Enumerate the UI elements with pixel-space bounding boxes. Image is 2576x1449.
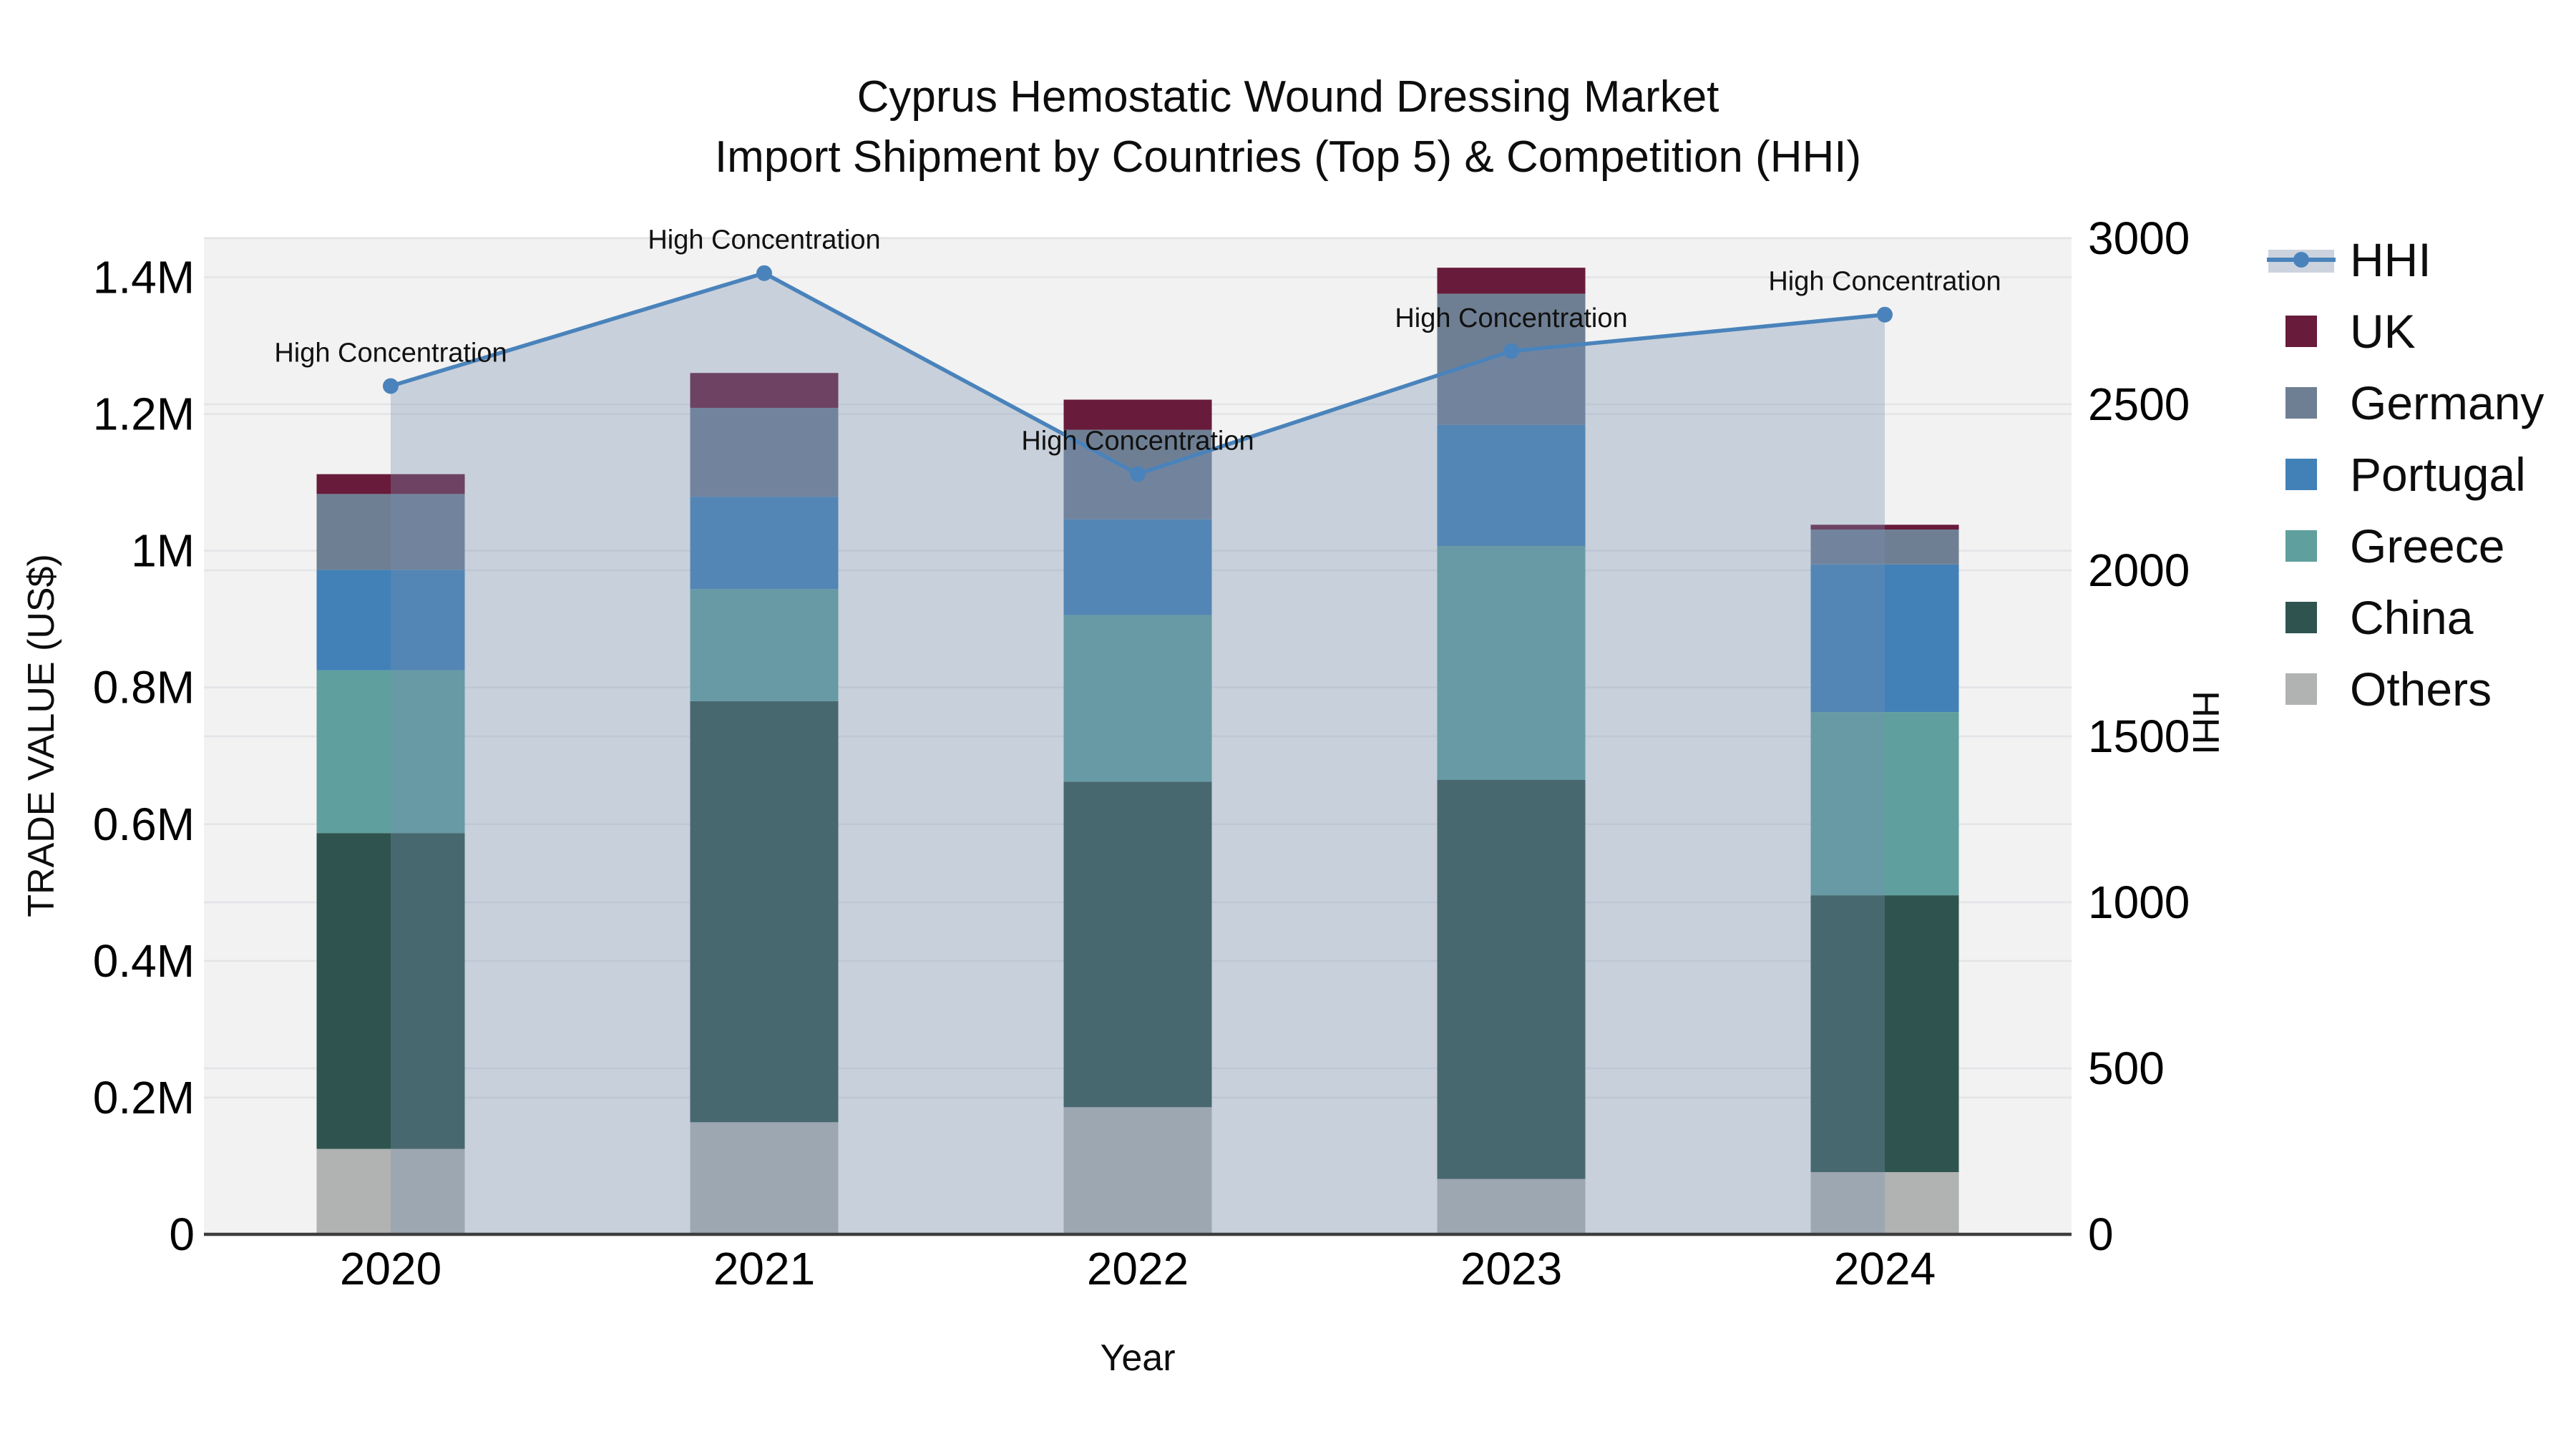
legend-label: Germany xyxy=(2350,376,2545,429)
bar-segment-portugal-2022 xyxy=(1063,519,1212,615)
bar-segment-portugal-2020 xyxy=(316,570,465,670)
y-left-tick-0.6M: 0.6M xyxy=(93,799,195,850)
y-left-tick-0.8M: 0.8M xyxy=(93,662,195,713)
x-tick-2020: 2020 xyxy=(340,1243,441,1294)
legend-item-hhi: HHI xyxy=(2267,224,2544,296)
bar-segment-uk-2024 xyxy=(1810,525,1959,530)
y-left-tick-0.4M: 0.4M xyxy=(93,935,195,987)
legend-label: HHI xyxy=(2350,233,2431,286)
bar-segment-greece-2020 xyxy=(316,670,465,834)
bar-segment-greece-2021 xyxy=(690,589,839,701)
x-tick-2021: 2021 xyxy=(713,1243,815,1294)
hhi-marker-2021 xyxy=(756,265,772,281)
y-right-tick-2500: 2500 xyxy=(2088,379,2190,430)
legend-item-germany: Germany xyxy=(2267,367,2544,439)
bar-segment-portugal-2024 xyxy=(1810,564,1959,713)
y-left-tick-1.4M: 1.4M xyxy=(93,251,195,303)
annotation-2022: High Concentration xyxy=(1021,426,1254,456)
annotation-2024: High Concentration xyxy=(1768,267,2001,297)
bar-segment-china-2022 xyxy=(1063,781,1212,1108)
bar-segment-others-2022 xyxy=(1063,1107,1212,1234)
bar-segment-uk-2020 xyxy=(316,474,465,494)
bar-segment-portugal-2023 xyxy=(1437,424,1586,546)
chart-title-block: Cyprus Hemostatic Wound Dressing Market … xyxy=(0,67,2576,187)
legend-item-others: Others xyxy=(2267,653,2544,725)
portugal-color-swatch-icon xyxy=(2267,459,2336,490)
hhi-marker-2022 xyxy=(1130,466,1146,482)
legend: HHI UK Germany Portugal Greece China Others xyxy=(2267,224,2544,725)
x-tick-2023: 2023 xyxy=(1460,1243,1562,1294)
bar-segment-germany-2021 xyxy=(690,407,839,497)
bar-segment-portugal-2021 xyxy=(690,497,839,590)
hhi-line-swatch-icon xyxy=(2267,244,2336,275)
x-axis-title: Year xyxy=(1100,1337,1176,1379)
y-right-tick-3000: 3000 xyxy=(2088,213,2190,264)
uk-color-swatch-icon xyxy=(2267,316,2336,347)
hhi-marker-2023 xyxy=(1503,343,1519,359)
y-left-tick-1M: 1M xyxy=(131,525,195,577)
y-left-tick-0.2M: 0.2M xyxy=(93,1072,195,1123)
y-right-tick-1500: 1500 xyxy=(2088,711,2190,762)
x-tick-2022: 2022 xyxy=(1087,1243,1189,1294)
bar-segment-china-2023 xyxy=(1437,779,1586,1179)
chart-subtitle: Import Shipment by Countries (Top 5) & C… xyxy=(714,132,1862,182)
bar-segment-germany-2020 xyxy=(316,494,465,570)
y-right-tick-2000: 2000 xyxy=(2088,545,2190,596)
y-right-tick-1000: 1000 xyxy=(2088,877,2190,928)
hhi-area-fill xyxy=(391,273,1885,1235)
bar-segment-uk-2022 xyxy=(1063,399,1212,430)
hhi-marker-2024 xyxy=(1877,306,1893,323)
bar-segment-greece-2022 xyxy=(1063,615,1212,782)
bar-segment-greece-2023 xyxy=(1437,545,1586,780)
bar-segment-china-2020 xyxy=(316,833,465,1149)
legend-item-uk: UK xyxy=(2267,296,2544,367)
bar-segment-others-2024 xyxy=(1810,1172,1959,1234)
bar-segment-others-2023 xyxy=(1437,1179,1586,1234)
bar-segment-uk-2023 xyxy=(1437,268,1586,294)
others-color-swatch-icon xyxy=(2267,673,2336,705)
bar-segment-greece-2024 xyxy=(1810,712,1959,896)
greece-color-swatch-icon xyxy=(2267,530,2336,562)
bar-segment-china-2021 xyxy=(690,701,839,1123)
legend-item-china: China xyxy=(2267,582,2544,653)
legend-label: UK xyxy=(2350,305,2416,358)
legend-item-greece: Greece xyxy=(2267,510,2544,582)
annotation-2021: High Concentration xyxy=(648,225,880,255)
x-tick-2024: 2024 xyxy=(1834,1243,1936,1294)
y-right-tick-500: 500 xyxy=(2088,1043,2165,1094)
y-left-axis-title: TRADE VALUE (US$) xyxy=(21,554,62,917)
y-right-tick-0: 0 xyxy=(2088,1209,2114,1260)
legend-label: Portugal xyxy=(2350,448,2526,501)
hhi-marker-2020 xyxy=(383,378,399,394)
annotation-2020: High Concentration xyxy=(274,338,507,368)
legend-label: Greece xyxy=(2350,519,2505,572)
y-left-tick-0: 0 xyxy=(169,1209,195,1260)
annotation-2023: High Concentration xyxy=(1395,303,1627,333)
y-right-axis-title: HHI xyxy=(2185,691,2226,755)
bar-segment-others-2021 xyxy=(690,1122,839,1234)
bar-segment-china-2024 xyxy=(1810,895,1959,1173)
bar-segment-others-2020 xyxy=(316,1148,465,1234)
germany-color-swatch-icon xyxy=(2267,387,2336,419)
legend-label: Others xyxy=(2350,663,2492,716)
bar-segment-uk-2021 xyxy=(690,373,839,408)
bar-segment-germany-2023 xyxy=(1437,293,1586,425)
china-color-swatch-icon xyxy=(2267,602,2336,633)
legend-item-portugal: Portugal xyxy=(2267,439,2544,510)
chart-title: Cyprus Hemostatic Wound Dressing Market xyxy=(857,72,1719,122)
y-left-tick-1.2M: 1.2M xyxy=(93,389,195,440)
legend-label: China xyxy=(2350,591,2474,644)
bar-segment-germany-2024 xyxy=(1810,530,1959,565)
